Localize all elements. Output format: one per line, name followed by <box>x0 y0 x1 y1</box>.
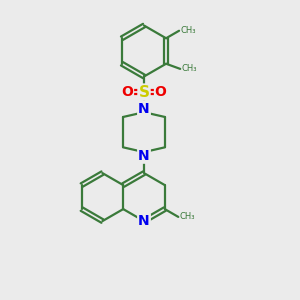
Text: S: S <box>139 85 149 100</box>
Text: CH₃: CH₃ <box>182 64 197 74</box>
Text: O: O <box>122 85 134 99</box>
Text: N: N <box>138 214 150 228</box>
Text: N: N <box>138 149 150 163</box>
Text: O: O <box>154 85 166 99</box>
Text: N: N <box>138 102 150 116</box>
Text: CH₃: CH₃ <box>181 26 196 35</box>
Text: CH₃: CH₃ <box>180 212 195 221</box>
